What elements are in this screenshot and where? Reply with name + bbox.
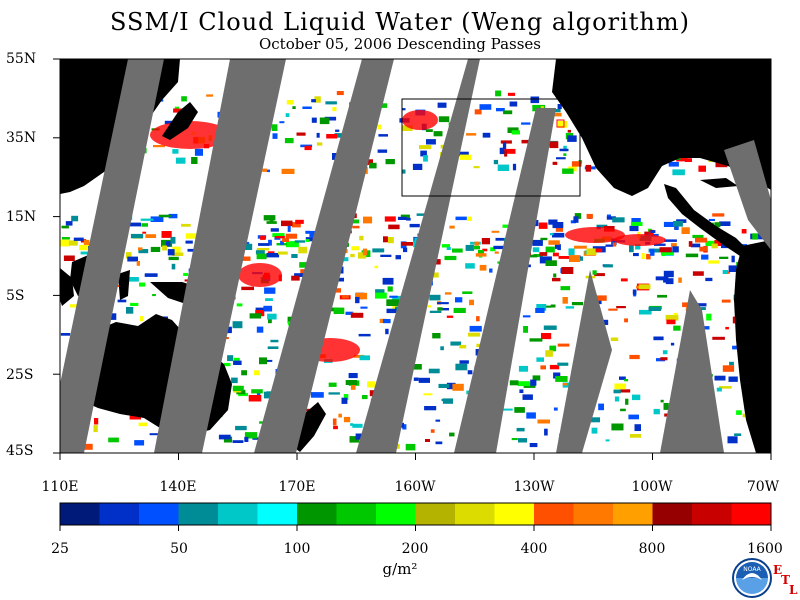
new-zealand-island <box>292 402 326 452</box>
colorbar-segment <box>178 503 219 525</box>
lon-label-170e: 170E <box>278 479 316 495</box>
colorbar-segment <box>60 503 100 525</box>
lat-label-45s: 45S <box>6 443 34 459</box>
colorbar-segment <box>415 503 456 525</box>
lat-label-25s: 25S <box>6 367 34 383</box>
lat-label-55n: 55N <box>6 51 37 67</box>
colorbar-segment <box>455 503 495 525</box>
colorbar-segment <box>218 503 258 525</box>
map-panel <box>60 59 771 453</box>
sulawesi-island <box>118 270 130 300</box>
colorbar-segment <box>692 503 732 525</box>
central-america-landmass <box>664 184 748 256</box>
colorbar-segment <box>573 503 614 525</box>
swath-gap-6 <box>556 270 612 453</box>
colorbar-segment <box>257 503 298 525</box>
noaa-logo-text: NOAA <box>743 566 761 573</box>
no-data-swath-gaps <box>60 59 771 453</box>
swath-gap-8 <box>724 140 771 250</box>
lon-label-130w: 130W <box>513 479 555 495</box>
colorbar-segment <box>534 503 574 525</box>
colorbar-label-25: 25 <box>51 541 69 557</box>
lat-label-5s: 5S <box>6 288 25 304</box>
swath-gap-4 <box>356 59 480 453</box>
swath-gap-5 <box>454 108 556 453</box>
colorbar-segment <box>731 503 772 525</box>
cuba-island <box>700 178 738 188</box>
colorbar-segment <box>652 503 693 525</box>
colorbar-segment <box>297 503 337 525</box>
colorbar-label-50: 50 <box>170 541 188 557</box>
small-marker-box <box>556 119 565 128</box>
colorbar-label-1600: 1600 <box>747 541 783 557</box>
map-subtitle: October 05, 2006 Descending Passes <box>258 35 542 53</box>
colorbar-segment <box>376 503 416 525</box>
colorbar-segment <box>139 503 179 525</box>
colorbar-unit: g/m² <box>382 560 418 578</box>
etl-letter-t: T <box>781 573 790 587</box>
lat-label-35n: 35N <box>6 130 37 146</box>
south-america-landmass <box>734 240 771 453</box>
swath-gap-1 <box>60 59 164 453</box>
colorbar-label-200: 200 <box>401 541 429 557</box>
etl-letter-e: E <box>773 563 783 577</box>
colorbar-label-100: 100 <box>283 541 311 557</box>
swath-gap-3 <box>254 59 394 453</box>
lon-label-110e: 110E <box>41 479 79 495</box>
north-america-landmass <box>552 59 771 196</box>
colorbar-label-400: 400 <box>520 541 548 557</box>
japan-island <box>162 102 198 140</box>
colorbar-segment <box>613 503 653 525</box>
etl-letter-l: L <box>789 583 798 597</box>
colorbar-label-800: 800 <box>638 541 666 557</box>
map-title: SSM/I Cloud Liquid Water (Weng algorithm… <box>109 8 690 36</box>
swath-gap-7 <box>660 290 724 453</box>
colorbar-segment <box>494 503 535 525</box>
lon-label-100w: 100W <box>631 479 673 495</box>
sumatra-island <box>60 268 74 306</box>
lon-label-70w: 70W <box>746 479 780 495</box>
lat-label-15n: 15N <box>6 209 37 225</box>
lon-label-140e: 140E <box>159 479 197 495</box>
colorbar-segment <box>99 503 140 525</box>
noaa-logo: NOAA <box>732 558 772 598</box>
highlight-box <box>401 98 581 197</box>
swath-gap-2 <box>154 59 286 453</box>
lon-label-160w: 160W <box>394 479 436 495</box>
colorbar-segment <box>336 503 377 525</box>
colorbar <box>59 502 772 531</box>
axis-ticks <box>53 58 772 460</box>
